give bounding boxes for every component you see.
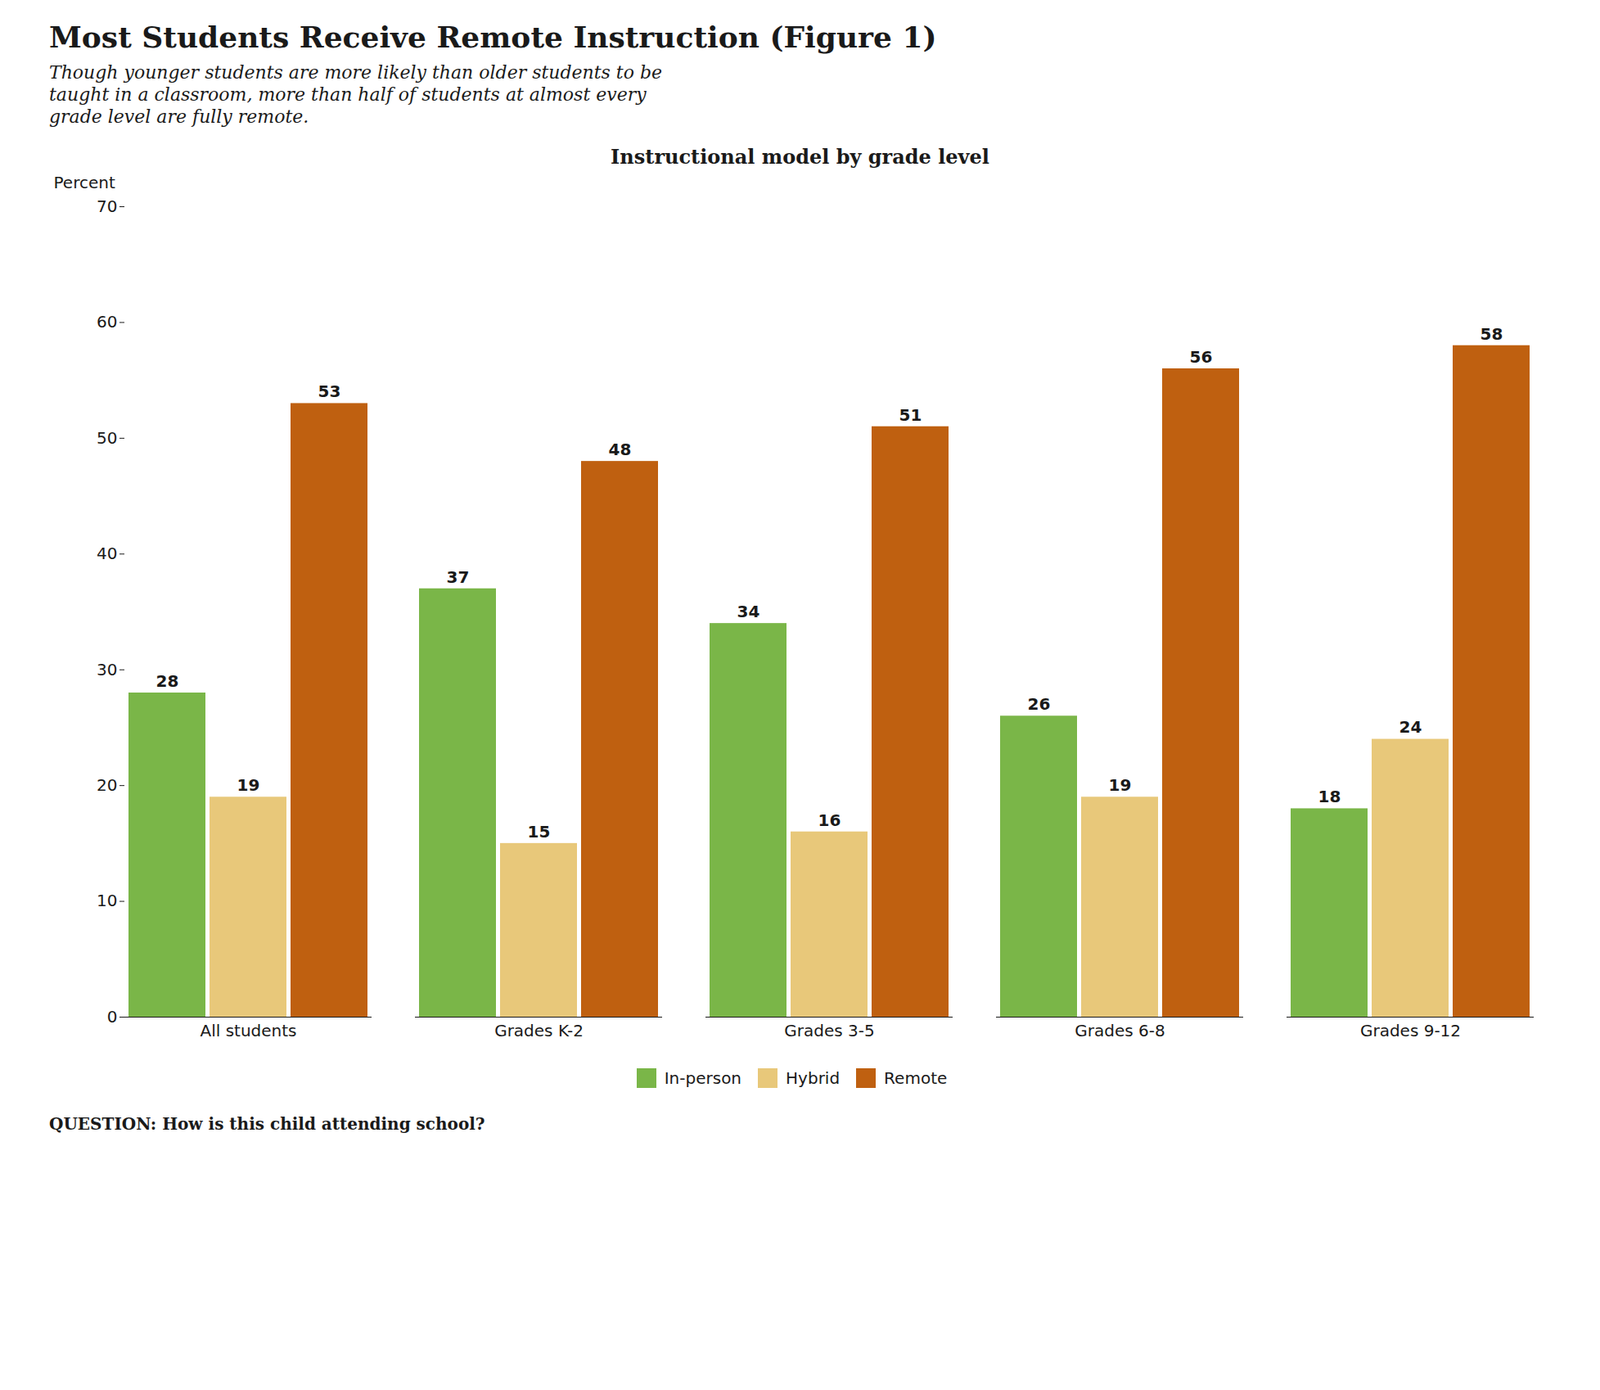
svg-text:Grades K-2: Grades K-2 bbox=[494, 1020, 584, 1041]
svg-text:Grades 6-8: Grades 6-8 bbox=[1074, 1020, 1165, 1041]
svg-text:26: 26 bbox=[1027, 694, 1051, 714]
html-text:Hybrid: Hybrid bbox=[785, 1067, 840, 1088]
svg-text:53: 53 bbox=[318, 381, 342, 402]
html-text:QUESTION: How is this child at: QUESTION: How is this child attending sc… bbox=[49, 1113, 485, 1134]
svg-text:28: 28 bbox=[156, 671, 180, 691]
svg-text:15: 15 bbox=[527, 821, 551, 842]
svg-text:56: 56 bbox=[1189, 347, 1213, 367]
svg-text:Grades 9-12: Grades 9-12 bbox=[1360, 1020, 1461, 1041]
svg-text:50: 50 bbox=[96, 428, 118, 448]
html-text:Instructional model by grade l: Instructional model by grade level bbox=[610, 144, 990, 169]
svg-text:58: 58 bbox=[1480, 324, 1504, 344]
svg-text:30: 30 bbox=[96, 659, 118, 680]
html-text:Remote: Remote bbox=[883, 1067, 948, 1088]
svg-text:70: 70 bbox=[96, 196, 118, 217]
html-text:Though younger students are mo: Though younger students are more likely … bbox=[49, 62, 663, 83]
svg-text:48: 48 bbox=[608, 439, 632, 460]
svg-text:18: 18 bbox=[1318, 786, 1342, 807]
svg-text:0: 0 bbox=[107, 1006, 118, 1027]
svg-text:19: 19 bbox=[1108, 775, 1132, 795]
svg-text:20: 20 bbox=[96, 775, 118, 795]
svg-text:34: 34 bbox=[737, 601, 761, 622]
svg-text:51: 51 bbox=[899, 405, 923, 425]
html-text:grade level are fully remote.: grade level are fully remote. bbox=[49, 106, 309, 127]
svg-text:All students: All students bbox=[199, 1020, 297, 1041]
svg-text:Grades 3-5: Grades 3-5 bbox=[784, 1020, 875, 1041]
html-text:taught in a classroom, more th: taught in a classroom, more than half of… bbox=[49, 84, 647, 105]
svg-text:Percent: Percent bbox=[54, 173, 116, 193]
svg-text:10: 10 bbox=[96, 890, 118, 911]
svg-text:16: 16 bbox=[818, 810, 842, 830]
svg-text:37: 37 bbox=[446, 567, 470, 587]
svg-text:19: 19 bbox=[237, 775, 261, 795]
svg-text:60: 60 bbox=[96, 311, 118, 332]
svg-text:24: 24 bbox=[1399, 716, 1423, 737]
html-text:Most Students Receive Remote I: Most Students Receive Remote Instruction… bbox=[49, 19, 937, 55]
html-text:In-person: In-person bbox=[664, 1067, 742, 1088]
svg-text:40: 40 bbox=[96, 543, 118, 564]
